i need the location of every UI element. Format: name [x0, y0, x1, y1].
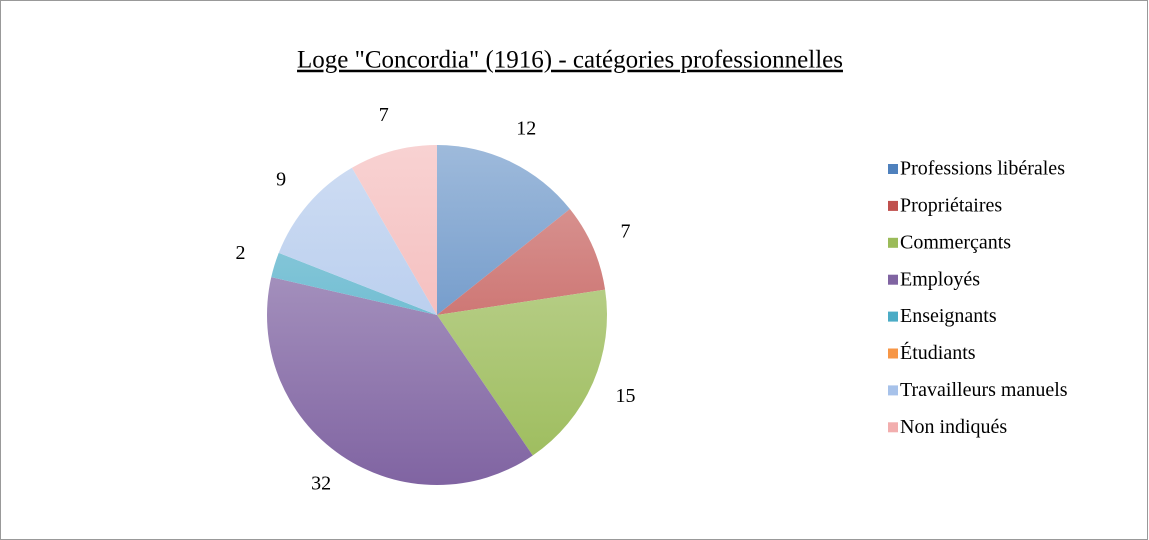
legend-swatch [888, 164, 898, 174]
pie-slice [271, 252, 437, 315]
pie-slice [352, 145, 437, 315]
legend-swatch [888, 348, 898, 359]
pie-slice [437, 289, 607, 456]
legend-label: Employés [900, 268, 980, 290]
legend-label: Professions libérales [900, 158, 1065, 180]
legend-swatch [888, 385, 898, 396]
legend-label: Étudiants [900, 341, 976, 364]
legend-label: Enseignants [900, 305, 997, 327]
legend-swatch [888, 422, 898, 433]
legend-label: Non indiqués [900, 416, 1007, 438]
legend-swatch [888, 200, 898, 211]
legend-swatch [888, 311, 898, 322]
legend-label: Travailleurs manuels [900, 379, 1068, 401]
data-label: 9 [276, 168, 286, 190]
legend-swatch [888, 274, 898, 285]
data-label: 12 [516, 117, 536, 139]
pie-slice [437, 209, 606, 315]
pie-slice [278, 167, 437, 315]
data-label: 7 [379, 104, 389, 126]
chart-title: Loge "Concordia" (1916) - catégories pro… [297, 47, 843, 74]
legend-label: Propriétaires [900, 194, 1002, 216]
legend-label: Commerçants [900, 231, 1011, 253]
pie-slice [267, 277, 533, 485]
data-label: 15 [616, 385, 636, 407]
data-label: 7 [621, 220, 631, 242]
data-label: 2 [235, 242, 245, 264]
pie-slice [437, 145, 570, 315]
legend-swatch [888, 237, 898, 248]
data-label: 32 [311, 473, 331, 495]
